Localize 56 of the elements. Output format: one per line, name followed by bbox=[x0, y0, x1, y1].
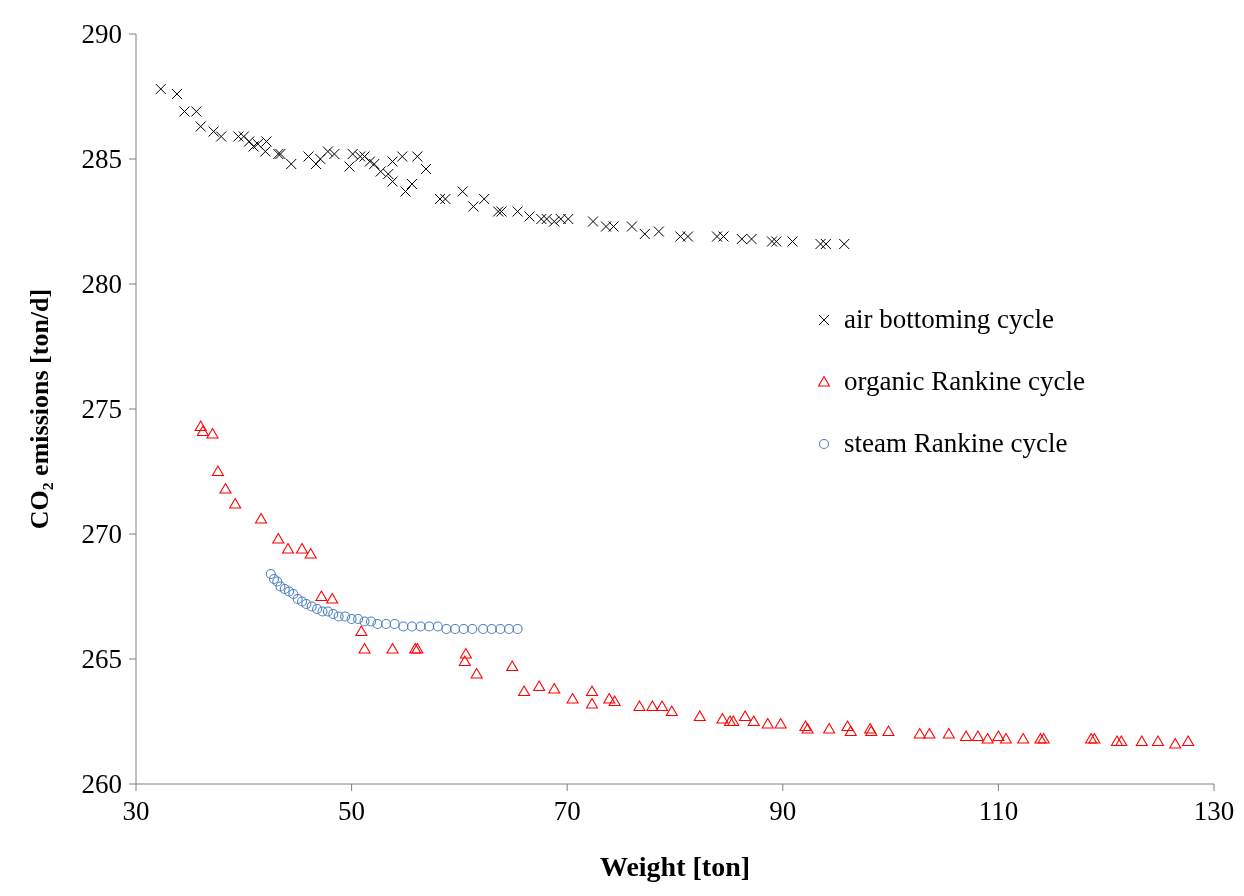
x-tick-label: 70 bbox=[553, 796, 581, 826]
x-tick-label: 90 bbox=[769, 796, 797, 826]
legend-label: air bottoming cycle bbox=[844, 304, 1054, 334]
point bbox=[312, 603, 323, 615]
point bbox=[486, 623, 497, 635]
y-tick-label: 260 bbox=[81, 769, 122, 799]
x-tick-label: 50 bbox=[338, 796, 366, 826]
y-axis-title: CO₂ emissions [ton/d] bbox=[25, 288, 54, 530]
point bbox=[265, 568, 276, 580]
point bbox=[296, 596, 308, 607]
point bbox=[275, 581, 286, 592]
point bbox=[359, 616, 370, 627]
point bbox=[328, 608, 339, 620]
point bbox=[353, 613, 364, 625]
point bbox=[389, 618, 400, 630]
point bbox=[512, 623, 523, 635]
point bbox=[406, 621, 418, 632]
x-tick-label: 30 bbox=[122, 796, 150, 826]
point bbox=[268, 573, 280, 585]
y-tick-label: 280 bbox=[81, 269, 122, 299]
point bbox=[272, 576, 283, 587]
point bbox=[322, 606, 333, 617]
x-axis-title: Weight [ton] bbox=[599, 851, 751, 882]
point bbox=[467, 623, 478, 635]
point bbox=[450, 623, 461, 635]
point bbox=[415, 621, 426, 632]
point bbox=[478, 623, 489, 635]
y-tick-label: 275 bbox=[81, 394, 122, 424]
point bbox=[365, 616, 377, 627]
point bbox=[441, 623, 452, 635]
point bbox=[333, 611, 344, 622]
point bbox=[288, 588, 299, 600]
legend-label: organic Rankine cycle bbox=[844, 366, 1085, 396]
y-tick-label: 270 bbox=[81, 519, 122, 549]
point bbox=[292, 593, 303, 605]
y-tick-label: 285 bbox=[81, 144, 122, 174]
point bbox=[503, 623, 515, 635]
legend-label: steam Rankine cycle bbox=[844, 428, 1068, 458]
point bbox=[432, 621, 443, 632]
x-tick-label: 130 bbox=[1193, 796, 1235, 826]
point bbox=[372, 618, 383, 630]
point bbox=[346, 613, 357, 625]
point bbox=[424, 621, 435, 632]
x-tick-label: 110 bbox=[978, 796, 1019, 826]
point bbox=[340, 611, 351, 622]
point bbox=[301, 598, 312, 610]
y-tick-label: 265 bbox=[81, 644, 122, 674]
y-tick-label: 290 bbox=[81, 19, 122, 49]
point bbox=[279, 583, 290, 595]
point bbox=[284, 586, 295, 597]
point bbox=[495, 623, 506, 635]
point bbox=[398, 621, 409, 632]
point bbox=[317, 606, 328, 617]
point bbox=[306, 601, 317, 612]
point bbox=[458, 623, 469, 635]
point bbox=[381, 618, 392, 630]
